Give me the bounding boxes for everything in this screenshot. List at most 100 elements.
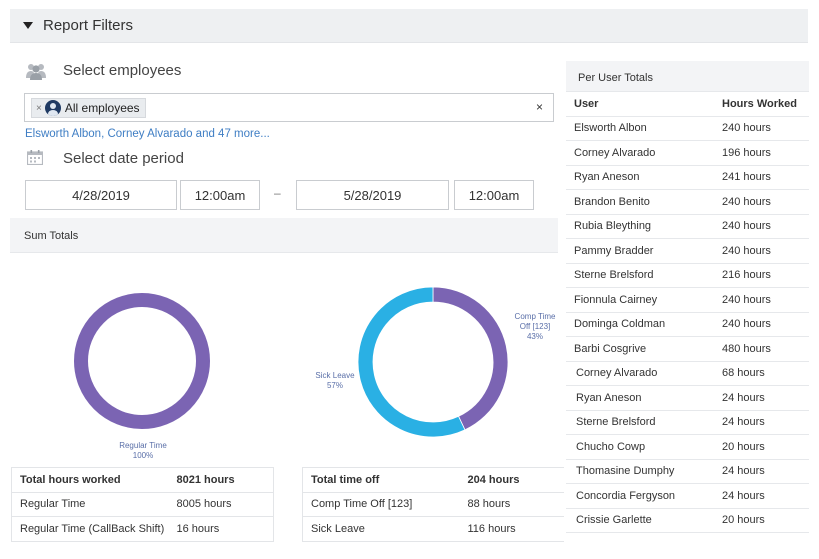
hours-worked: 196 hours xyxy=(722,146,771,159)
select-date-period-label: Select date period xyxy=(63,150,184,167)
hours-worked: 240 hours xyxy=(722,122,771,135)
calendar-icon xyxy=(27,150,43,165)
hours-worked: 216 hours xyxy=(722,269,771,282)
table-row: Fionnula Cairney 240 hours xyxy=(566,288,809,313)
user-name: Pammy Bradder xyxy=(574,244,654,257)
hours-worked: 24 hours xyxy=(722,391,765,404)
table-row: Sick Leave 116 hours xyxy=(302,516,564,542)
row-label: Total hours worked xyxy=(11,467,169,493)
table-row: Concordia Fergyson 24 hours xyxy=(566,484,809,509)
user-name: Elsworth Albon xyxy=(574,122,647,135)
slice-name: Sick Leave xyxy=(315,371,355,380)
report-filters-header[interactable]: Report Filters xyxy=(10,9,808,43)
hours-worked: 240 hours xyxy=(722,220,771,233)
sum-totals-header: Sum Totals xyxy=(10,218,558,253)
hours-donut-chart xyxy=(74,293,210,429)
column-header-hours: Hours Worked xyxy=(722,97,797,110)
donut-slice-1[interactable] xyxy=(74,293,210,429)
hours-worked: 240 hours xyxy=(722,293,771,306)
per-user-rows: Elsworth Albon 240 hours Corney Alvarado 19… xyxy=(566,117,809,533)
table-row: Dominga Coldman 240 hours xyxy=(566,313,809,337)
sum-totals-title: Sum Totals xyxy=(24,230,79,242)
end-time-input[interactable]: 12:00am xyxy=(454,180,534,210)
user-name: Chucho Cowp xyxy=(576,440,646,453)
donut-slice-2[interactable] xyxy=(357,286,466,438)
per-user-totals-panel: Per User Totals User Hours Worked Elswor… xyxy=(566,61,809,533)
row-label: Regular Time (CallBack Shift) xyxy=(11,516,169,542)
donut-slice-1[interactable] xyxy=(432,286,509,431)
user-name: Brandon Benito xyxy=(574,195,650,208)
hours-worked: 24 hours xyxy=(722,465,765,478)
regular-time-slice-label: Regular Time 100% xyxy=(102,441,184,461)
hours-worked: 240 hours xyxy=(722,244,771,257)
start-time-input[interactable]: 12:00am xyxy=(180,180,260,210)
table-row: Chucho Cowp 20 hours xyxy=(566,435,809,460)
user-name: Crissie Garlette xyxy=(576,514,652,527)
row-value: 16 hours xyxy=(168,516,274,542)
sick-leave-slice-label: Sick Leave 57% xyxy=(306,371,364,391)
hours-worked: 480 hours xyxy=(722,342,771,355)
user-name: Ryan Aneson xyxy=(574,171,640,184)
table-row: Brandon Benito 240 hours xyxy=(566,190,809,215)
user-name: Barbi Cosgrive xyxy=(574,342,647,355)
user-name: Sterne Brelsford xyxy=(574,269,654,282)
start-date-input[interactable]: 4/28/2019 xyxy=(25,180,177,210)
hours-worked: 241 hours xyxy=(722,171,771,184)
table-row: Rubia Bleything 240 hours xyxy=(566,215,809,239)
user-name: Ryan Aneson xyxy=(576,391,642,404)
per-user-totals-title: Per User Totals xyxy=(566,61,809,92)
hours-worked: 20 hours xyxy=(722,514,765,527)
table-row: Elsworth Albon 240 hours xyxy=(566,117,809,141)
employee-select[interactable]: × All employees × xyxy=(24,93,554,122)
table-row: Total time off 204 hours xyxy=(302,467,564,493)
date-range-separator: – xyxy=(274,186,281,200)
table-row: Corney Alvarado 68 hours xyxy=(566,362,809,386)
user-name: Corney Alvarado xyxy=(576,367,658,380)
table-row: Regular Time 8005 hours xyxy=(11,492,274,517)
hours-totals-table: Total hours worked 8021 hours Regular Ti… xyxy=(11,467,274,542)
hours-worked: 68 hours xyxy=(722,367,765,380)
hours-worked: 240 hours xyxy=(722,318,771,331)
user-name: Thomasine Dumphy xyxy=(576,465,675,478)
end-date-input[interactable]: 5/28/2019 xyxy=(296,180,449,210)
table-row: Barbi Cosgrive 480 hours xyxy=(566,337,809,362)
row-value: 204 hours xyxy=(459,467,564,493)
select-employees-label: Select employees xyxy=(63,62,182,79)
users-icon xyxy=(26,64,46,80)
time-off-totals-table: Total time off 204 hours Comp Time Off [… xyxy=(302,467,564,542)
per-user-table-header: User Hours Worked xyxy=(566,92,809,117)
row-value: 8021 hours xyxy=(168,467,274,493)
table-row: Comp Time Off [123] 88 hours xyxy=(302,492,564,517)
table-row: Total hours worked 8021 hours xyxy=(11,467,274,493)
slice-percent: 57% xyxy=(326,381,343,390)
row-label: Comp Time Off [123] xyxy=(302,492,460,517)
row-value: 116 hours xyxy=(459,516,564,542)
employee-chip[interactable]: × All employees xyxy=(31,98,146,118)
table-row: Sterne Brelsford 216 hours xyxy=(566,264,809,288)
table-row: Corney Alvarado 196 hours xyxy=(566,141,809,166)
table-row: Pammy Bradder 240 hours xyxy=(566,239,809,264)
table-row: Regular Time (CallBack Shift) 16 hours xyxy=(11,516,274,542)
user-name: Corney Alvarado xyxy=(574,146,656,159)
slice-percent: 43% xyxy=(526,332,543,341)
hours-worked: 24 hours xyxy=(722,416,765,429)
table-row: Ryan Aneson 241 hours xyxy=(566,166,809,190)
table-row: Sterne Brelsford 24 hours xyxy=(566,411,809,435)
user-name: Fionnula Cairney xyxy=(574,293,658,306)
user-name: Dominga Coldman xyxy=(574,318,666,331)
slice-percent: 100% xyxy=(132,451,154,460)
caret-down-icon[interactable] xyxy=(23,22,33,29)
column-header-user: User xyxy=(574,97,599,110)
row-label: Sick Leave xyxy=(302,516,460,542)
table-row: Ryan Aneson 24 hours xyxy=(566,386,809,411)
table-row: Crissie Garlette 20 hours xyxy=(566,509,809,533)
user-name: Rubia Bleything xyxy=(574,220,652,233)
hours-worked: 240 hours xyxy=(722,195,771,208)
report-filters-title: Report Filters xyxy=(43,17,134,34)
row-label: Regular Time xyxy=(11,492,169,517)
table-row: Thomasine Dumphy 24 hours xyxy=(566,460,809,484)
slice-name: Regular Time xyxy=(119,441,167,450)
clear-icon[interactable]: × xyxy=(535,100,543,114)
chip-remove-icon[interactable]: × xyxy=(36,102,42,114)
selected-employees-link[interactable]: Elsworth Albon, Corney Alvarado and 47 m… xyxy=(25,128,270,140)
